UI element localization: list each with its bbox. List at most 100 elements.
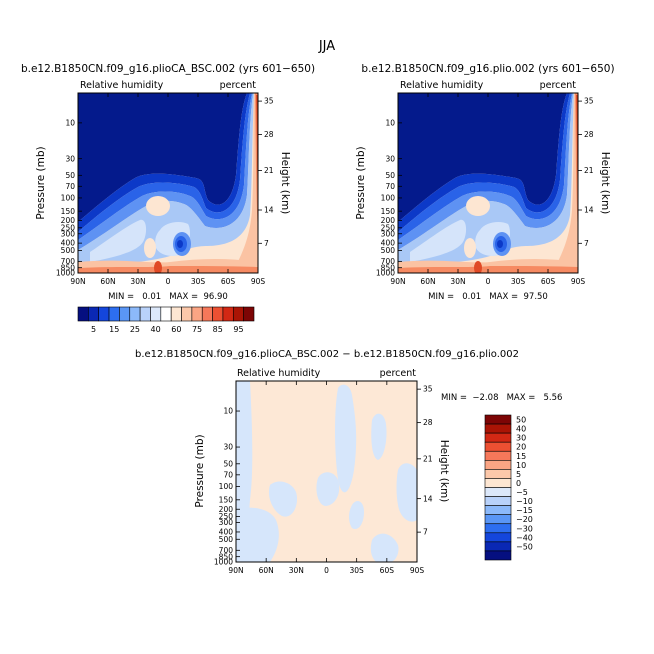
variable-label: Relative humidity (80, 80, 164, 91)
rh-field (398, 93, 578, 273)
rh-field (398, 93, 578, 273)
colorbar-absolute: 5 15 25 40 60 75 85 95 (77, 306, 255, 334)
x-tick-label: 30N (450, 277, 465, 286)
colorbar-label: −40 (516, 533, 533, 542)
colorbar-label: 75 (192, 325, 202, 334)
colorbar-swatch (88, 306, 100, 322)
colorbar-label: −5 (516, 488, 528, 497)
x-tick-label: 30N (130, 277, 145, 286)
min-max-stats: MIN = −2.08 MAX = 5.56 (441, 393, 562, 403)
colorbar-label: 50 (516, 416, 526, 425)
height-tick-label: 7 (423, 528, 428, 537)
y-tick-label: 500 (381, 246, 396, 255)
y-tick-label: 70 (65, 182, 75, 191)
y-tick-label: 500 (61, 246, 76, 255)
colorbar-label: −15 (516, 506, 533, 515)
colorbar-label: 60 (171, 325, 181, 334)
y-axis-label: Pressure (mb) (35, 146, 47, 219)
region-dry-subtropics-3 (497, 240, 503, 248)
y-tick-label: 70 (223, 470, 233, 479)
region-light-blue (78, 93, 254, 266)
svg-text:Pressure (mb): Pressure (mb) (194, 434, 206, 507)
panel-plio: b.e12.B1850CN.f09_g16.plio.002 (yrs 601−… (355, 63, 615, 302)
region-upper-dry (78, 93, 247, 222)
colorbar-swatch (77, 306, 89, 322)
right-axis-label: Height (km) (599, 152, 611, 215)
diff-negative-60s (371, 413, 387, 460)
diff-negative-tropic (316, 472, 340, 506)
region-blue2 (398, 93, 570, 232)
y-tick-label: 30 (223, 443, 233, 452)
y-tick-label: 300 (381, 229, 396, 238)
diff-negative-south-upper (335, 384, 357, 493)
x-tick-label: 60N (259, 566, 274, 575)
diff-negative-south-mid (349, 500, 364, 530)
height-tick-label: 35 (423, 385, 433, 394)
colorbar-swatch (222, 306, 234, 322)
height-tick-label: 28 (423, 418, 433, 427)
y-tick-label: 150 (61, 207, 76, 216)
x-tick-label: 30N (289, 566, 304, 575)
y-tick-label: 300 (61, 229, 76, 238)
colorbar-swatch (484, 487, 512, 497)
y-tick-label: 700 (381, 257, 396, 266)
x-tick-label: 60S (380, 566, 395, 575)
colorbar-label: 85 (213, 325, 223, 334)
colorbar-swatch (484, 414, 512, 425)
svg-text:Height (km): Height (km) (438, 440, 450, 503)
colorbar-swatch (119, 306, 131, 322)
colorbar-swatch (484, 514, 512, 525)
colorbar-swatch (484, 423, 512, 434)
region-dry-subtropics-3 (177, 240, 183, 248)
x-tick-label: 30S (191, 277, 206, 286)
colorbar-swatch (484, 478, 512, 488)
units-label: percent (220, 80, 257, 91)
x-tick-label: 60N (100, 277, 115, 286)
rh-difference-field (236, 381, 417, 562)
height-tick-label: 28 (584, 130, 594, 139)
rh-field (78, 93, 258, 273)
y-tick-label: 50 (385, 171, 395, 180)
region-antarctic-wet-1 (232, 93, 258, 273)
colorbar-swatch (170, 306, 182, 322)
region-blue4 (78, 93, 253, 250)
region-light-blue (398, 93, 574, 266)
colorbar-label: 15 (516, 452, 526, 461)
region-itcz-surface (154, 261, 162, 273)
units-label: percent (380, 368, 417, 379)
variable-label: Relative humidity (237, 368, 321, 379)
y-tick-label: 200 (381, 216, 396, 225)
colorbar-swatch (129, 306, 141, 322)
y-tick-label: 30 (65, 154, 75, 163)
colorbar-swatch (150, 306, 162, 322)
y-tick-label: 700 (61, 257, 76, 266)
colorbar-swatch (484, 432, 512, 443)
y-tick-label: 500 (219, 535, 234, 544)
y-tick-label: 10 (65, 118, 75, 127)
colorbar-label: 40 (151, 325, 161, 334)
region-peach-upper (146, 196, 170, 216)
height-tick-label: 35 (264, 97, 274, 106)
colorbar-label: −10 (516, 497, 533, 506)
y-tick-label: 250 (219, 512, 234, 521)
colorbar-label: 0 (516, 479, 521, 488)
x-tick-label: 90S (571, 277, 586, 286)
colorbar-swatch (484, 550, 512, 561)
x-tick-label: 90S (410, 566, 425, 575)
colorbar-swatch (108, 306, 120, 322)
colorbar-swatch (484, 460, 512, 470)
y-tick-label: 30 (385, 154, 395, 163)
y-tick-label: 100 (61, 194, 76, 203)
region-peach-mid (144, 238, 156, 258)
x-tick-label: 30S (511, 277, 526, 286)
right-axis-label: Height (km) (438, 440, 450, 503)
panel-title: b.e12.B1850CN.f09_g16.plioCA_BSC.002 − b… (135, 349, 519, 360)
colorbar-swatch (484, 441, 512, 452)
colorbar-swatch (484, 469, 512, 479)
x-tick-label: 90S (251, 277, 266, 286)
panel-difference: b.e12.B1850CN.f09_g16.plioCA_BSC.002 − b… (135, 349, 562, 575)
x-tick-label: 30S (350, 566, 365, 575)
y-tick-label: 400 (381, 239, 396, 248)
y-axis-label: Pressure (mb) (355, 146, 367, 219)
